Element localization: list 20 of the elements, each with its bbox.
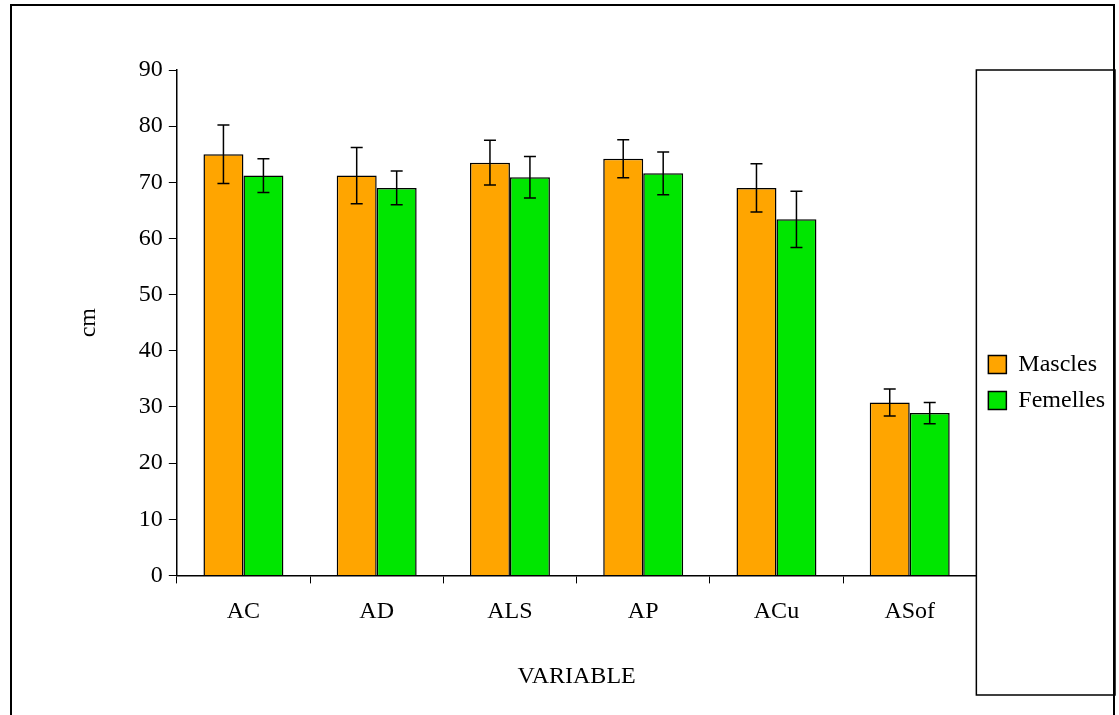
x-tick-label: AC [226, 597, 261, 624]
y-tick-label: 60 [138, 223, 163, 250]
legend-label: Mascles [1018, 349, 1098, 376]
y-tick-label: 50 [138, 279, 163, 306]
y-tick-label: 0 [150, 560, 163, 587]
x-tick-label: ACu [753, 597, 800, 624]
y-tick-label: 20 [138, 448, 163, 475]
y-tick-label: 40 [138, 336, 163, 363]
x-tick-label: ALS [487, 597, 533, 624]
x-tick-label: AP [627, 597, 659, 624]
x-axis-title: VARIABLE [517, 661, 636, 688]
y-tick-label: 90 [138, 55, 163, 82]
y-tick-label: 70 [138, 167, 163, 194]
x-tick-label: AD [359, 597, 395, 624]
y-tick-label: 80 [138, 111, 163, 138]
legend-label: Femelles [1018, 385, 1106, 412]
x-tick-label: ASof [884, 597, 936, 624]
y-tick-label: 30 [138, 392, 163, 419]
y-axis-title: cm [73, 307, 100, 338]
y-tick-label: 10 [138, 504, 163, 531]
